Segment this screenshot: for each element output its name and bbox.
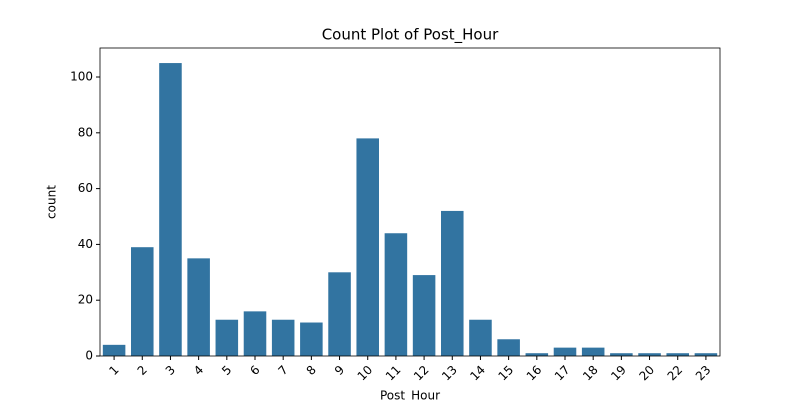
y-tick-label: 0: [85, 349, 93, 363]
y-tick-label: 40: [78, 237, 93, 251]
bar: [300, 322, 323, 356]
bar: [553, 347, 577, 356]
bar: [497, 339, 520, 356]
bar: [469, 319, 492, 356]
bar: [694, 353, 718, 356]
bar: [581, 347, 605, 356]
bar: [666, 353, 689, 356]
bar: [610, 353, 633, 356]
plot-frame: [99, 47, 721, 357]
y-tick-label: 80: [78, 125, 93, 139]
bar: [187, 258, 210, 356]
bar: [215, 319, 239, 356]
y-axis-label: count: [45, 185, 59, 219]
y-tick-label: 100: [70, 70, 93, 84]
bar: [384, 233, 408, 356]
bar: [131, 247, 154, 356]
bar: [356, 138, 379, 356]
chart-title: Count Plot of Post_Hour: [322, 26, 499, 45]
bar: [243, 311, 267, 356]
y-tick-label: 20: [78, 293, 93, 307]
bar: [328, 272, 351, 356]
bar: [102, 344, 126, 356]
bar: [525, 353, 549, 356]
x-axis-label: Post_Hour: [380, 389, 440, 400]
bar: [638, 353, 661, 356]
bar: [441, 210, 464, 356]
y-tick-label: 60: [78, 181, 93, 195]
bar: [412, 275, 436, 356]
bar: [159, 63, 182, 356]
bar: [271, 319, 295, 356]
